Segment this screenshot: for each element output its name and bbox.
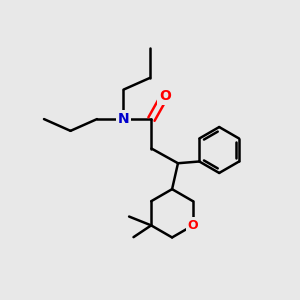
Text: N: N xyxy=(118,112,129,126)
Text: O: O xyxy=(159,88,171,103)
Text: O: O xyxy=(188,219,198,232)
